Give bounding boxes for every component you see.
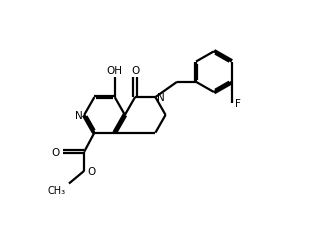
Text: O: O: [87, 166, 95, 176]
Text: O: O: [51, 147, 60, 157]
Text: O: O: [131, 65, 139, 75]
Text: F: F: [235, 99, 240, 109]
Text: N: N: [157, 93, 165, 103]
Text: CH₃: CH₃: [48, 185, 66, 195]
Text: N: N: [75, 110, 83, 120]
Text: OH: OH: [107, 65, 123, 75]
